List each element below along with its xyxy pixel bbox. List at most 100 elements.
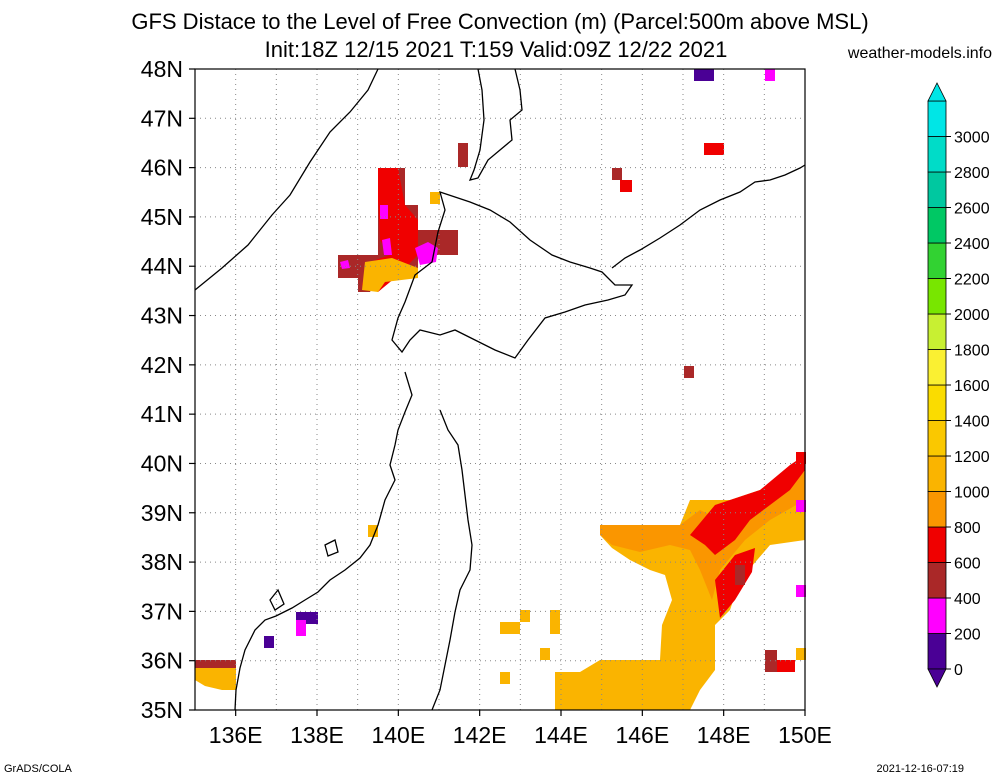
lon-label: 150E [778,722,832,748]
colorbar-label: 1800 [954,343,990,360]
colorbar-max-arrow [927,82,947,102]
map-frame [194,68,806,711]
colorbar-label: 200 [954,627,981,644]
colorbar-swatch [927,384,947,421]
shade-cell-j [796,452,806,464]
colorbar-swatch [927,313,947,350]
colorbar-swatch [927,207,947,244]
colorbar-swatch [927,455,947,492]
shade-cell-t [540,648,550,660]
shade-cell-e [694,69,714,81]
coast-noto [269,588,285,611]
latitude-labels: 48N 47N 46N 45N 44N 43N 42N 41N 40N 39N 38N 37N 36N 3… [141,56,195,723]
shade-cell-i [380,205,388,219]
shade-cell-f [765,69,775,81]
colorbar-label: 3000 [954,130,990,147]
shade-cell-q [500,622,520,634]
lat-label: 38N [141,549,183,575]
coast-sado [324,539,339,557]
shade-cell-r [520,610,530,622]
lat-label: 37N [141,598,183,624]
lat-label: 42N [141,352,183,378]
map-subtitle: Init:18Z 12/15 2021 T:159 Valid:09Z 12/2… [264,37,728,62]
colorbar-label: 1600 [954,378,990,395]
colorbar-label: 1200 [954,449,990,466]
shade-cell-u [500,672,510,684]
lat-label: 43N [141,303,183,329]
lat-label: 46N [141,155,183,181]
shade-cell-o [777,660,795,672]
shade-cell-a [458,143,468,167]
colorbar-swatch [927,278,947,315]
colorbar: 0 200 400 600 800 1000 1200 1400 1600 1800 2000 220… [927,82,990,688]
colorbar-label: 600 [954,556,981,573]
lon-label: 146E [615,722,669,748]
shade-hokkaido-west-magenta [340,238,438,269]
lon-label: 148E [697,722,751,748]
lat-label: 41N [141,401,183,427]
shade-cell-p [796,648,806,660]
colorbar-label: 800 [954,520,981,537]
lon-label: 140E [371,722,425,748]
colorbar-label: 2800 [954,165,990,182]
lat-label: 45N [141,204,183,230]
shade-southwest-dark [195,660,236,668]
footer-credit: GrADS/COLA [4,763,72,775]
lat-label: 48N [141,56,183,82]
colorbar-label: 0 [954,662,963,679]
colorbar-swatch [927,633,947,670]
shade-cell-h [430,192,440,204]
colorbar-swatch [927,491,947,528]
lon-label: 144E [534,722,588,748]
lon-label: 138E [290,722,344,748]
coast-hokkaido [391,190,634,359]
shade-cell-g [684,366,694,378]
lon-label: 136E [209,722,263,748]
shade-cell-m [796,585,806,597]
colorbar-swatch [927,420,947,457]
shade-cell-y [264,636,274,648]
shade-cell-b [612,168,622,180]
colorbar-swatch [927,349,947,386]
colorbar-swatch [927,242,947,279]
colorbar-label: 400 [954,591,981,608]
lat-label: 39N [141,500,183,526]
colorbar-label: 2200 [954,272,990,289]
lat-label: 47N [141,105,183,131]
shade-cell-l [796,500,806,512]
colorbar-swatch [927,171,947,208]
shade-cell-d [704,143,724,155]
colorbar-swatch [927,526,947,563]
shade-cell-c [620,180,632,192]
shade-cell-k [735,565,745,585]
colorbar-swatch [927,100,947,137]
shade-southeast-red [690,455,805,618]
shade-cell-s [550,610,560,634]
lfc-shading [195,69,806,710]
coast-sakhalin [468,68,523,181]
lon-label: 142E [453,722,507,748]
footer-timestamp: 2021-12-16-07:19 [876,763,964,775]
colorbar-swatch [927,597,947,634]
map-title: GFS Distace to the Level of Free Convect… [131,9,869,34]
grid-lines [195,69,805,710]
shade-cell-v [368,525,378,537]
lat-label: 35N [141,697,183,723]
colorbar-label: 1000 [954,485,990,502]
lat-label: 40N [141,450,183,476]
colorbar-swatch [927,136,947,173]
lat-label: 44N [141,253,183,279]
lat-label: 36N [141,648,183,674]
site-label: weather-models.info [847,45,992,62]
longitude-labels: 136E 138E 140E 142E 144E 146E 148E 150E [209,710,832,748]
colorbar-label: 2000 [954,307,990,324]
colorbar-swatch [927,562,947,599]
colorbar-label: 2600 [954,201,990,218]
colorbar-min-arrow [927,668,947,688]
colorbar-label: 1400 [954,414,990,431]
shade-cell-x [296,620,306,636]
coast-asia [194,68,379,291]
coast-honshu [234,371,473,711]
coast-kurils [611,164,806,269]
